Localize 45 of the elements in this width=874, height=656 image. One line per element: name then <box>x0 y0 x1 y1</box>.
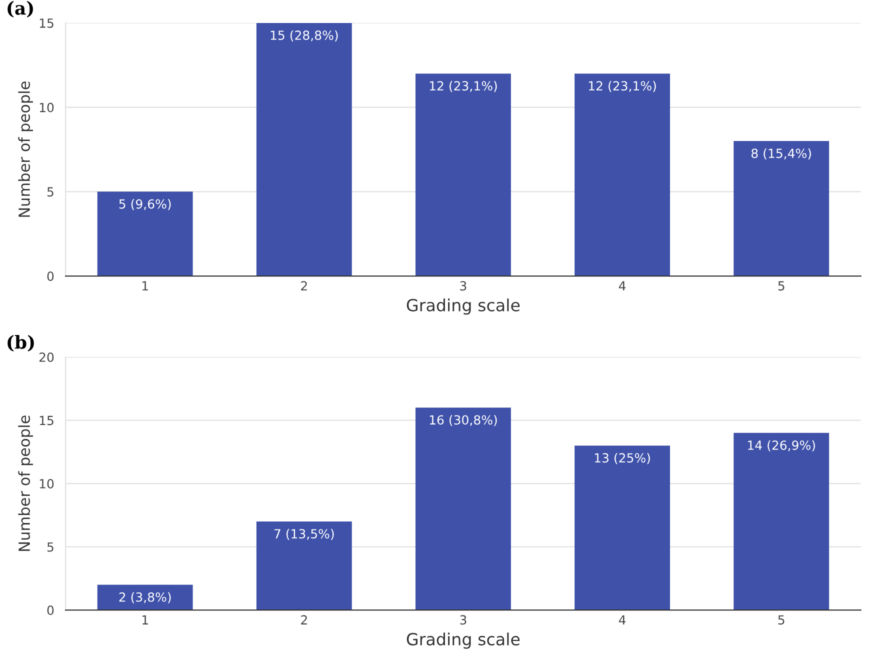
x-tick-label: 1 <box>142 615 148 624</box>
data-label: 7 (13,5%) <box>274 528 334 540</box>
bar <box>574 446 670 610</box>
data-label: 15 (28,8%) <box>270 30 338 42</box>
x-tick-label: 1 <box>142 281 148 290</box>
bar <box>734 141 830 276</box>
x-axis-title: Grading scale <box>406 632 520 649</box>
x-tick-label: 4 <box>618 281 626 290</box>
data-label: 2 (3,8%) <box>119 592 171 604</box>
bar <box>97 584 193 610</box>
y-axis-title: Number of people <box>18 416 33 551</box>
bar <box>574 74 670 276</box>
chart-title: (a) <box>8 0 33 18</box>
y-axis-title: Number of people <box>18 82 33 217</box>
bar <box>256 22 352 276</box>
y-tick-label: 0 <box>47 272 54 281</box>
data-label: 8 (15,4%) <box>752 148 811 160</box>
x-tick-label: 2 <box>301 615 307 624</box>
y-tick-label: 5 <box>47 187 54 197</box>
bar <box>97 192 193 276</box>
bar <box>256 522 352 610</box>
x-tick-label: 5 <box>778 281 784 291</box>
y-tick-label: 0 <box>47 606 54 616</box>
y-tick-label: 10 <box>40 479 54 488</box>
y-tick-label: 15 <box>40 416 54 426</box>
bar <box>416 74 511 276</box>
x-tick-label: 5 <box>778 615 784 625</box>
data-label: 5 (9,6%) <box>119 199 171 210</box>
data-label: 12 (23,1%) <box>588 80 656 92</box>
y-tick-label: 5 <box>47 542 54 552</box>
x-tick-label: 2 <box>301 281 307 290</box>
chart-title: (b) <box>8 334 34 352</box>
x-tick-label: 3 <box>460 615 466 625</box>
x-tick-label: 3 <box>460 281 466 291</box>
x-tick-label: 4 <box>618 615 626 624</box>
data-label: 13 (25%) <box>594 452 650 464</box>
y-tick-label: 20 <box>39 352 54 362</box>
y-tick-label: 15 <box>40 18 54 28</box>
data-label: 14 (26,9%) <box>748 440 815 452</box>
y-tick-label: 10 <box>40 102 54 112</box>
data-label: 12 (23,1%) <box>430 80 497 92</box>
bar <box>734 432 830 610</box>
data-label: 16 (30,8%) <box>430 414 497 426</box>
bar <box>416 408 511 610</box>
x-axis-title: Grading scale <box>406 298 520 315</box>
